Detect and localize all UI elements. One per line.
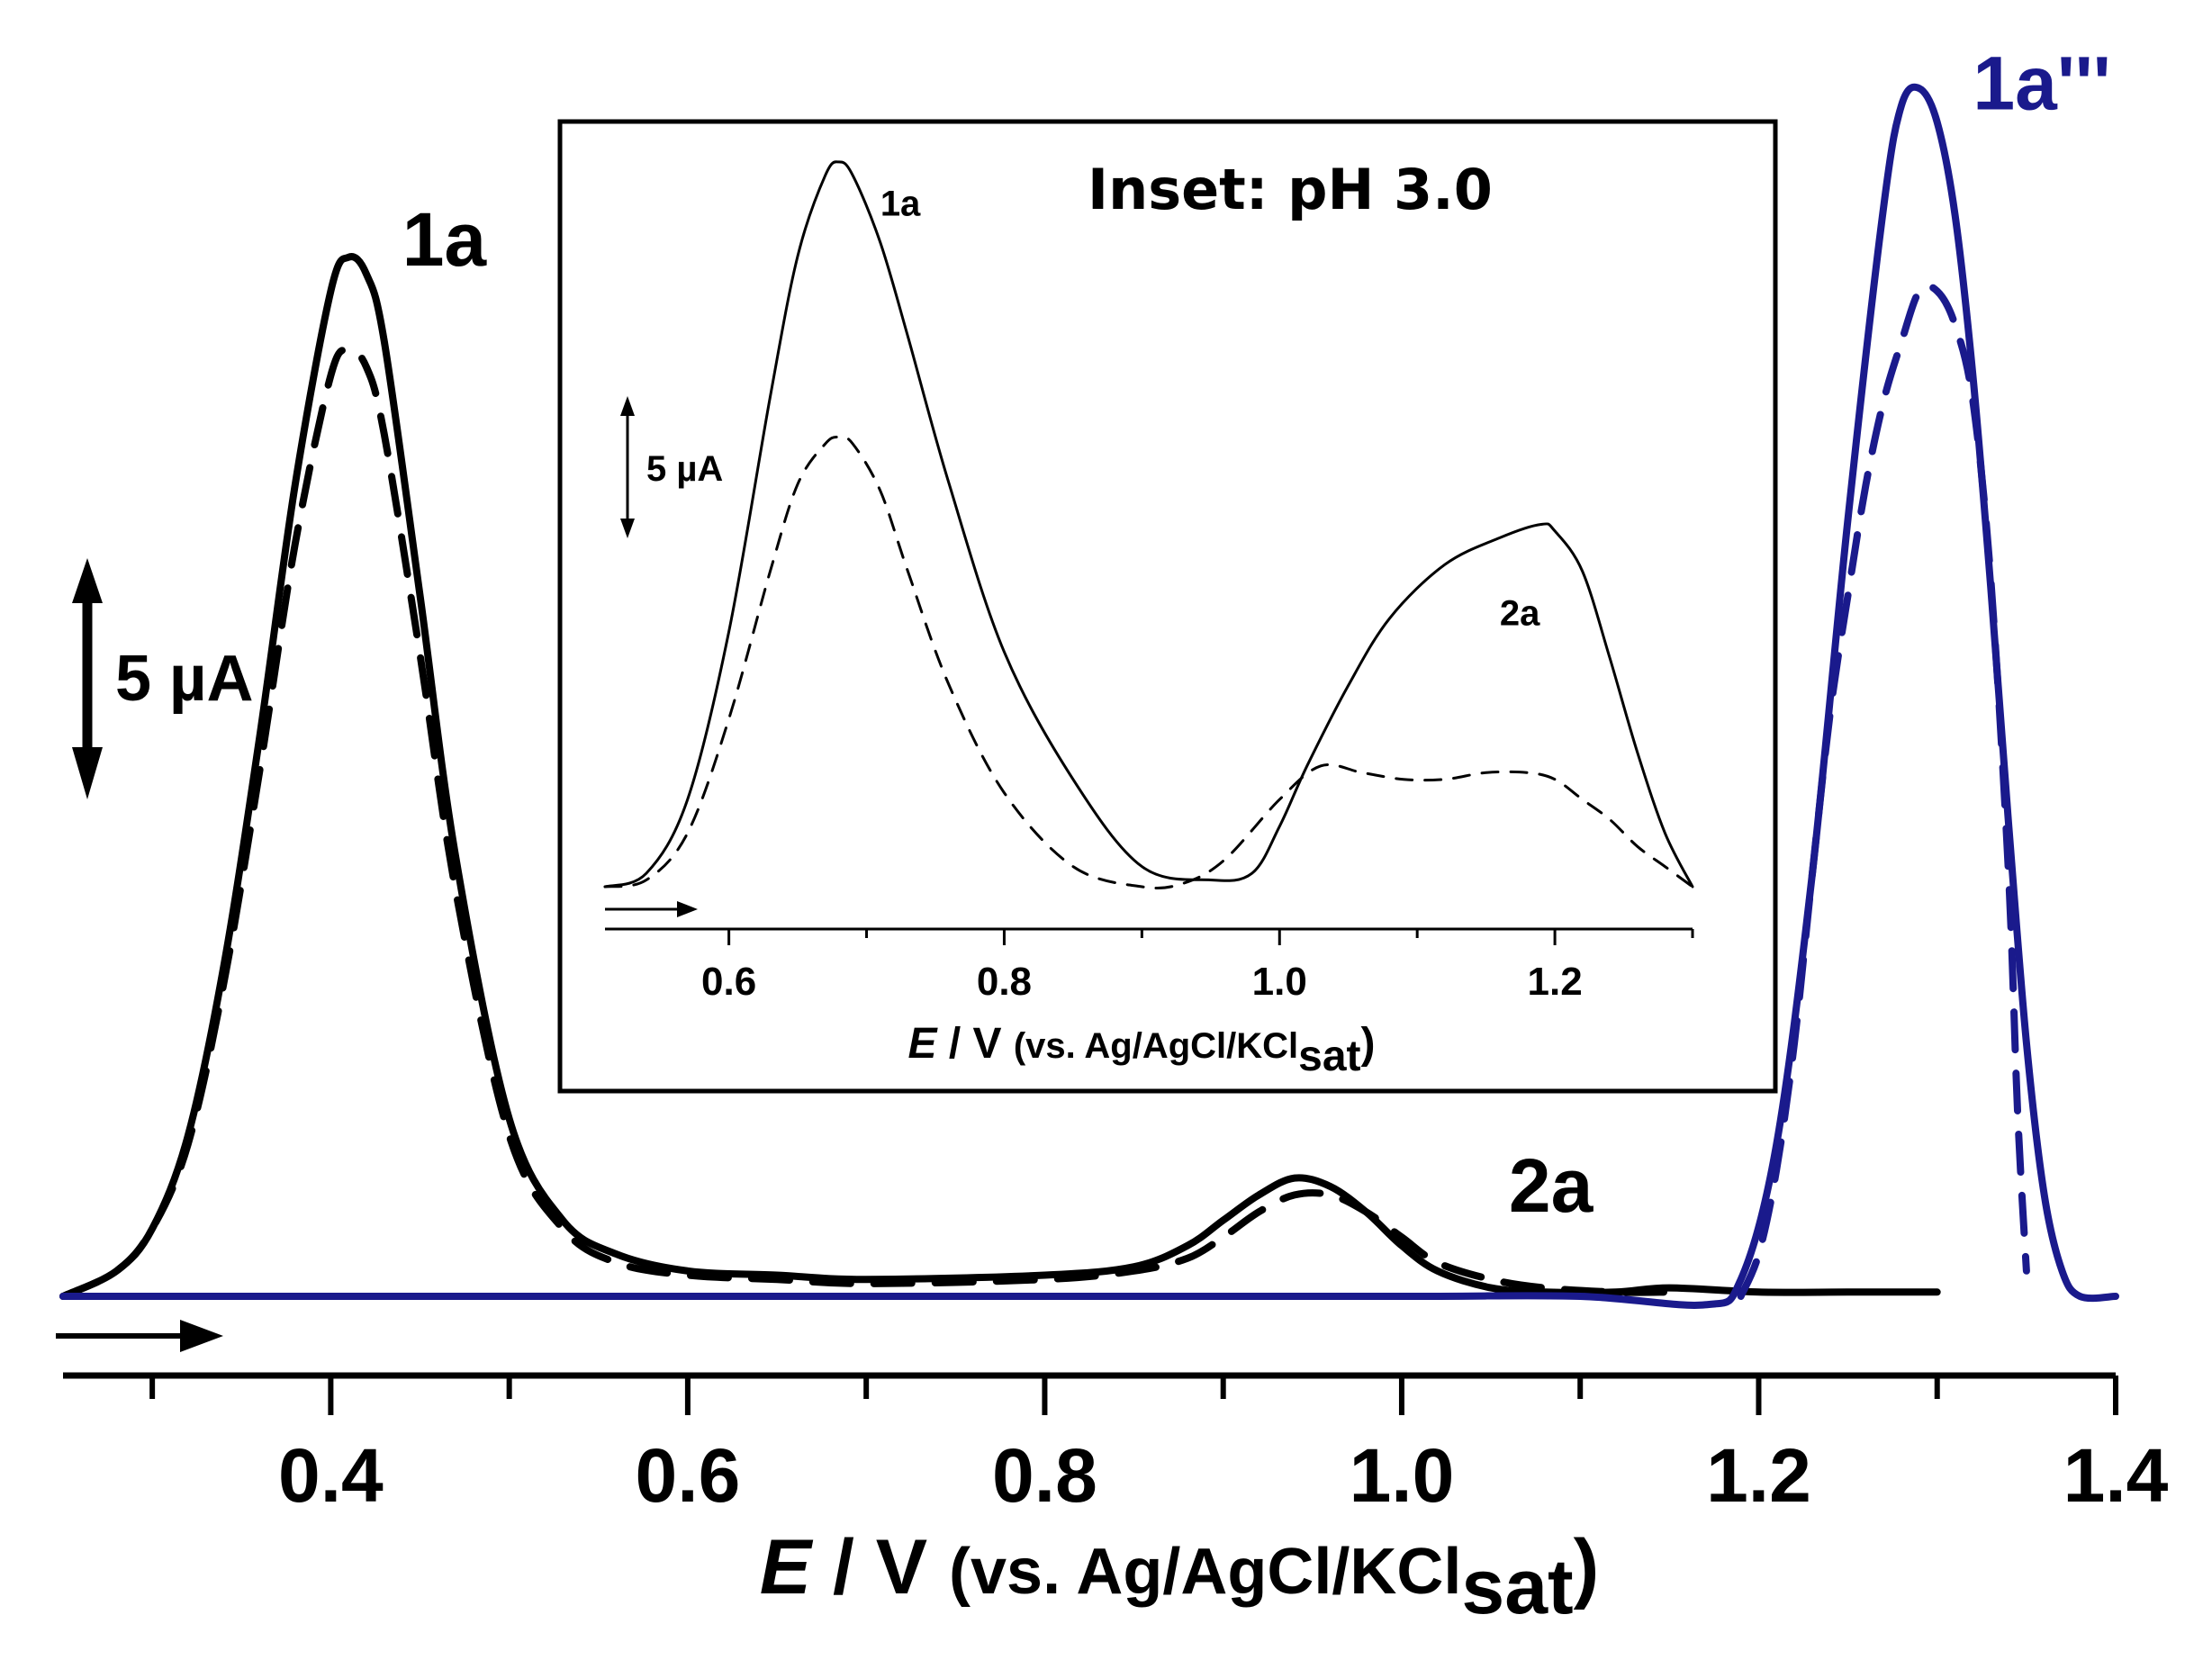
main-peak-label-1a: 1a (402, 197, 488, 282)
main-scale-bar-label: 5 µA (115, 643, 254, 715)
inset-tick-label: 1.0 (1252, 960, 1307, 1004)
inset-peak-label-2a: 2a (1500, 593, 1540, 633)
main-x-axis-title: E / V (vs. Ag/AgCl/KClsat) (760, 1524, 1600, 1630)
inset-x-axis-title-unit: / V (936, 1020, 1013, 1068)
main-chart: 0.4 0.6 0.8 1.0 1.2 1.4 5 µA 1a 2a 1a''' E / … (56, 41, 2169, 1630)
main-scale-bar (72, 558, 103, 799)
main-tick-label: 0.8 (992, 1433, 1097, 1518)
main-tick-label: 1.0 (1350, 1433, 1455, 1518)
inset-tick-label: 0.8 (977, 960, 1032, 1004)
inset-scale-bar (620, 396, 635, 538)
inset-scale-bar-label: 5 µA (646, 449, 723, 489)
main-tick-label: 1.4 (2063, 1433, 2169, 1518)
inset-x-axis-title-ref: (vs. Ag/AgCl/KCl (1014, 1026, 1298, 1066)
inset-series-group (603, 160, 1694, 889)
inset-tick-label: 1.2 (1528, 960, 1583, 1004)
main-ticks-group: 0.4 0.6 0.8 1.0 1.2 1.4 (149, 1376, 2169, 1518)
main-direction-arrow (56, 1320, 223, 1352)
main-peak-label-1a-triple-prime: 1a''' (1973, 41, 2110, 126)
inset-series-dashed (603, 435, 1694, 889)
inset-chart: 0.6 0.8 1.0 1.2 5 µA Inset: pH 3.0 1a 2a E … (557, 119, 1778, 1094)
main-x-axis-title-italic: E (760, 1524, 814, 1610)
main-series-1a-dashed (59, 346, 1674, 1300)
main-x-axis-title-close: ) (1574, 1524, 1600, 1610)
inset-ticks-group: 0.6 0.8 1.0 1.2 (701, 929, 1694, 1004)
main-series-group (59, 83, 2119, 1309)
main-tick-label: 1.2 (1706, 1433, 1811, 1518)
main-tick-label: 0.6 (636, 1433, 741, 1518)
main-series-1a-solid (59, 253, 1941, 1300)
inset-series-solid (603, 160, 1694, 889)
inset-frame (557, 119, 1778, 1094)
inset-x-axis-title-close: ) (1361, 1020, 1376, 1068)
main-series-1a-dashed (1737, 282, 2030, 1300)
main-tick-label: 0.4 (278, 1433, 384, 1518)
inset-peak-label-1a: 1a (880, 185, 921, 224)
inset-x-axis-title-italic: E (907, 1020, 938, 1068)
main-x-axis-title-ref: (vs. Ag/AgCl/KCl (949, 1536, 1461, 1608)
inset-title: Inset: pH 3.0 (1088, 157, 1493, 222)
main-peak-label-2a: 2a (1509, 1143, 1594, 1228)
inset-x-axis-title: E / V (vs. Ag/AgCl/KClsat) (907, 1020, 1375, 1080)
main-series-1a-solid (59, 83, 2119, 1309)
inset-tick-label: 0.6 (701, 960, 756, 1004)
inset-x-axis-title-sub: sat (1298, 1033, 1360, 1080)
main-x-axis-title-sub: sat (1461, 1544, 1573, 1630)
main-x-axis-title-unit: / V (811, 1524, 949, 1610)
inset-direction-arrow (605, 901, 698, 917)
